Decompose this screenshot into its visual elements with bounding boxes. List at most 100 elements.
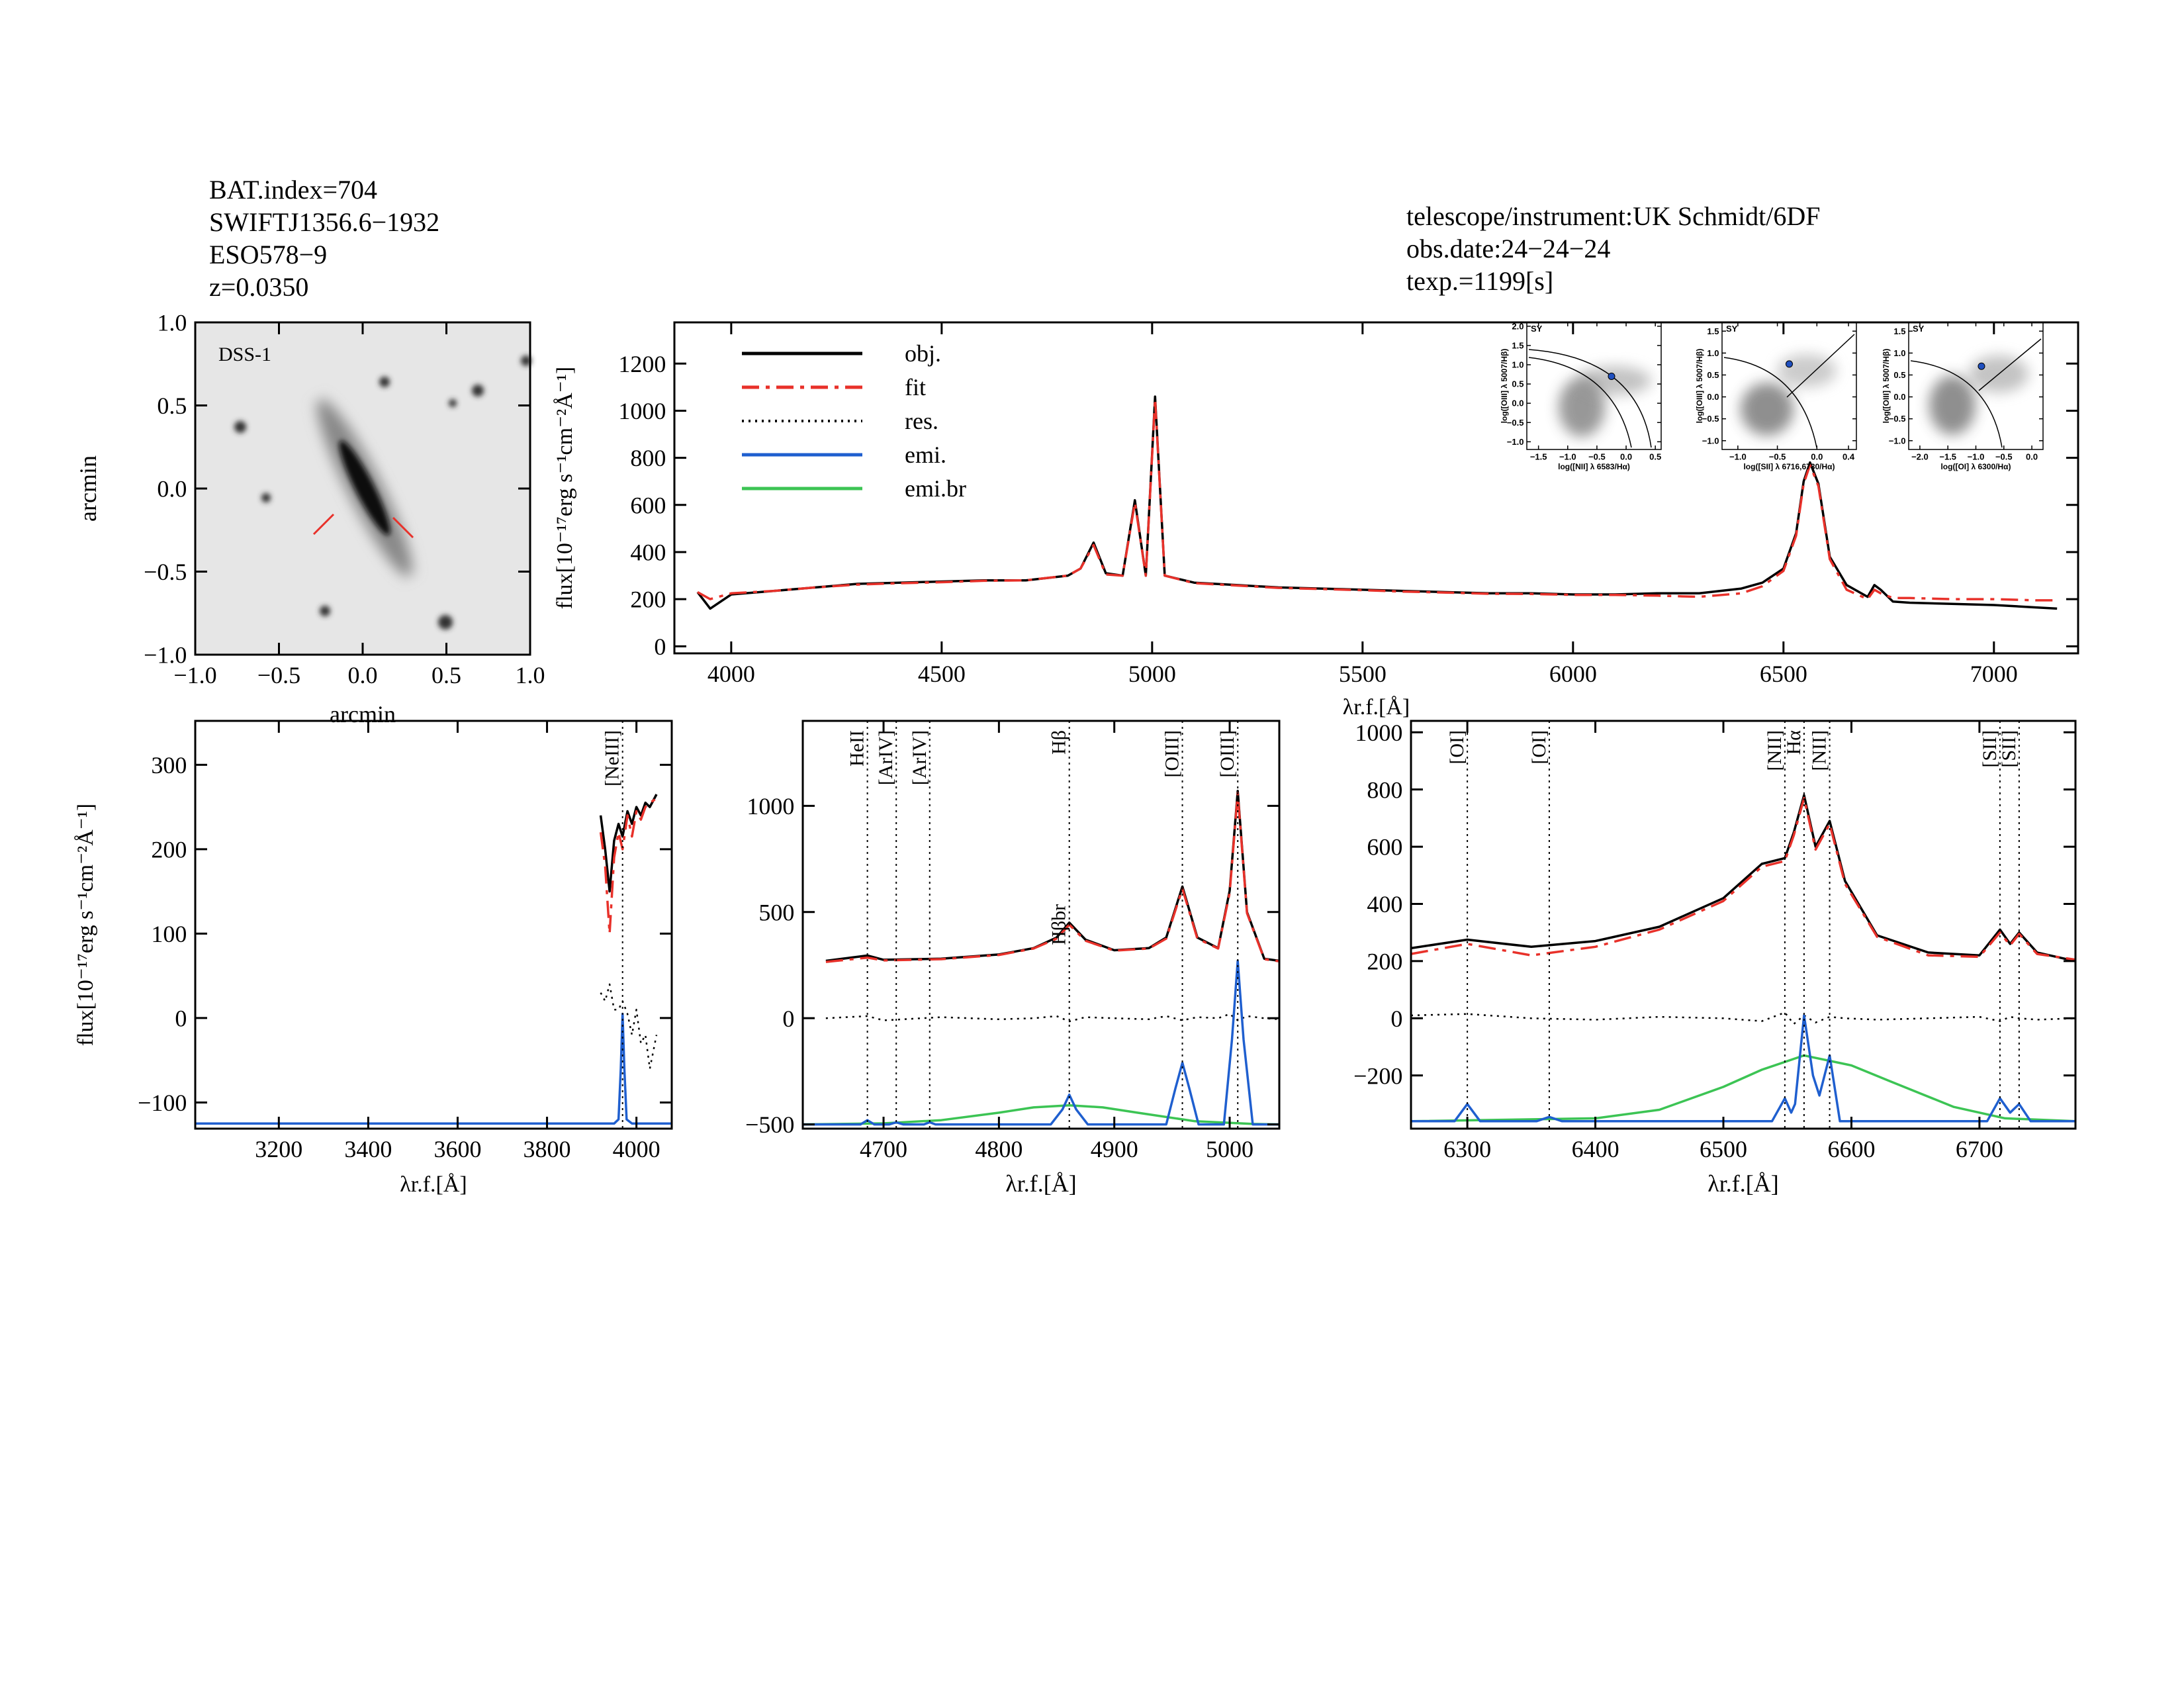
line-label: [ArIV] [875,730,897,785]
y-axis-label: flux[10⁻¹⁷erg s⁻¹cm⁻²Å⁻¹] [553,367,577,609]
legend-label: obj. [905,340,941,367]
y-tick-label: 0.0 [157,476,187,502]
demarcation-curve [1786,334,1855,398]
y-tick-label: −1.0 [1702,436,1719,445]
x-tick-label: −1.0 [1729,452,1747,462]
density-blob [1578,366,1651,395]
spectrum-line [802,1103,1280,1126]
y-tick-label: 200 [1367,948,1402,974]
line-label: [OIII] [1216,730,1238,778]
y-tick-label: 1200 [618,351,666,377]
line-label: [NII] [1809,730,1831,771]
x-tick-label: 5000 [1128,661,1176,687]
line-label: [SII] [1979,730,2001,768]
legend-label: emi.br [905,475,966,502]
x-tick-label: 6600 [1827,1136,1875,1162]
x-tick-label: 0.4 [1843,452,1855,462]
y-tick-label: 0 [782,1006,794,1032]
y-tick-label: 600 [630,492,666,518]
line-label: [OI] [1446,730,1468,765]
y-tick-label: 1.5 [1512,340,1524,350]
header-line: obs.date:24−24−24 [1406,234,1610,263]
y-tick-label: −0.5 [144,559,187,585]
line-label: Hα [1783,730,1805,755]
x-tick-label: 3200 [255,1136,302,1162]
y-tick-label: 1000 [747,793,794,820]
demarcation-curve [1723,357,1817,448]
axes-frame [1526,322,1662,450]
x-tick-label: 4700 [860,1136,907,1162]
density-blob [1741,383,1794,436]
x-axis-label: log([SII] λ 6716,6730/Hα) [1743,462,1835,471]
y-tick-label: −200 [1353,1062,1402,1089]
x-tick-label: 3400 [344,1136,392,1162]
y-axis-label: log([OIII] λ 5007/Hβ) [1882,349,1891,424]
header-line: SWIFTJ1356.6−1932 [209,207,439,237]
y-tick-label: 200 [630,586,666,613]
galaxy-core [339,440,390,536]
x-tick-label: −1.0 [1559,452,1576,462]
y-tick-label: −1.0 [144,642,187,669]
line-label: [OIII] [1161,730,1183,778]
y-tick-label: −100 [138,1090,187,1116]
y-tick-label: −0.5 [1702,414,1719,424]
spectrum-line [1410,796,2076,961]
y-tick-label: 1.0 [1707,348,1719,358]
x-tick-label: 4800 [975,1136,1023,1162]
header-line: ESO578−9 [209,240,327,269]
bpt-point [1786,360,1793,368]
axes-frame [673,321,2079,655]
axes-frame [1721,322,1857,450]
x-tick-label: −1.0 [1968,452,1985,462]
spectrum-line [600,983,658,1070]
line-label: [SII] [1998,730,2020,768]
bpt-backgrounds [1527,322,2043,449]
y-tick-label: −1.0 [1889,436,1906,445]
y-tick-label: 0 [654,633,666,660]
y-axis-label: arcmin [75,455,101,522]
x-tick-label: 4900 [1091,1136,1138,1162]
y-tick-label: 0 [175,1006,187,1032]
x-tick-label: 6700 [1956,1136,2003,1162]
spectrum-line [195,1012,672,1125]
x-tick-label: 6400 [1572,1136,1619,1162]
y-tick-label: 0.0 [1893,392,1905,402]
y-axis-label: flux[10⁻¹⁷erg s⁻¹cm⁻²Å⁻¹] [73,804,98,1046]
header-line: texp.=1199[s] [1406,266,1553,296]
y-tick-label: 400 [630,539,666,566]
y-tick-label: 0.0 [1512,399,1524,408]
slit-marker [392,516,414,539]
axes-frame [1410,720,2077,1130]
y-tick-label: 2.0 [1512,321,1524,331]
x-tick-label: 1.0 [516,662,545,688]
axes-frame [801,720,1281,1130]
x-tick-label: 0.5 [1649,452,1661,462]
y-tick-label: 200 [151,836,187,863]
y-tick-label: 300 [151,752,187,778]
y-tick-label: −0.5 [1507,418,1524,428]
x-tick-label: −0.5 [1995,452,2013,462]
line-label: [OI] [1528,730,1550,765]
spectrum-line [599,797,657,935]
line-label: [ArIV] [909,730,931,785]
y-tick-label: 1.0 [157,310,187,336]
spectrum-line [825,792,1280,963]
y-tick-label: 800 [630,445,666,471]
x-tick-label: −0.5 [1588,452,1606,462]
header-line: BAT.index=704 [209,175,377,205]
x-axis-label: λr.f.[Å] [1005,1170,1076,1197]
x-axis-label: arcmin [330,701,396,727]
legend-label: res. [905,408,938,434]
x-tick-label: 7000 [1970,661,2018,687]
y-tick-label: 0.5 [1893,370,1905,380]
y-tick-label: 1.5 [1707,326,1719,336]
x-tick-label: 4500 [918,661,966,687]
x-tick-label: −2.0 [1911,452,1929,462]
y-tick-label: 400 [1367,891,1402,917]
x-tick-label: 4000 [707,661,755,687]
header: BAT.index=704 SWIFTJ1356.6−1932 ESO578−9… [209,175,1821,302]
header-line: telescope/instrument:UK Schmidt/6DF [1406,201,1821,231]
demarcation-curve [1978,338,2042,391]
spectrum-line [803,959,1279,1126]
